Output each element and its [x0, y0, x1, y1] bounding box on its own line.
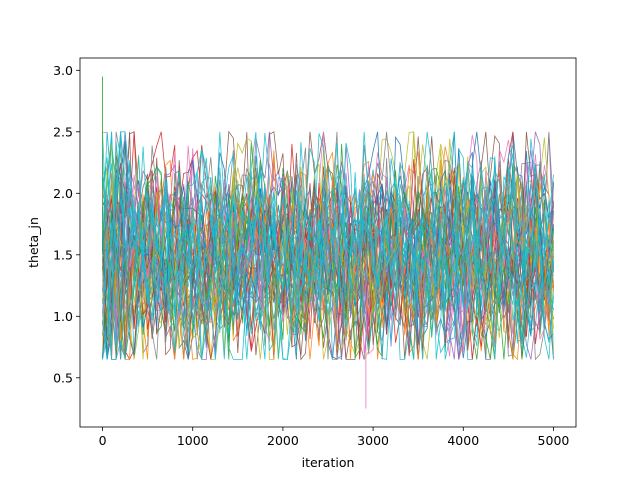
- walker-trace: [102, 131, 554, 360]
- walker-trace: [102, 133, 554, 326]
- walker-trace: [102, 131, 554, 360]
- x-tick-label: 4000: [447, 433, 479, 448]
- y-tick-label: 1.5: [53, 247, 73, 262]
- walker-trace: [102, 131, 554, 360]
- x-tick-label: 3000: [357, 433, 389, 448]
- y-tick-label: 2.0: [53, 186, 73, 201]
- x-tick-label: 2000: [267, 433, 299, 448]
- walker-trace: [102, 132, 554, 360]
- walker-trace: [102, 142, 554, 360]
- x-tick-label: 1000: [177, 433, 209, 448]
- x-axis: 0 1000 2000 3000 4000 5000: [99, 427, 570, 448]
- walker-trace: [102, 138, 554, 360]
- y-axis-label: theta_jn: [26, 217, 41, 268]
- walker-trace: [102, 145, 554, 353]
- y-tick-label: 3.0: [53, 63, 73, 78]
- x-axis-label: iteration: [302, 455, 355, 470]
- walker-trace: [102, 131, 554, 360]
- axes-frame: [79, 57, 577, 428]
- y-tick-label: 2.5: [53, 124, 73, 139]
- y-axis: 0.5 1.0 1.5 2.0 2.5 3.0: [53, 63, 80, 385]
- walker-trace: [102, 147, 554, 361]
- x-tick-label: 0: [99, 433, 107, 448]
- y-tick-label: 0.5: [53, 370, 73, 385]
- x-tick-label: 5000: [538, 433, 570, 448]
- trace-lines: [102, 76, 554, 409]
- y-tick-label: 1.0: [53, 309, 73, 324]
